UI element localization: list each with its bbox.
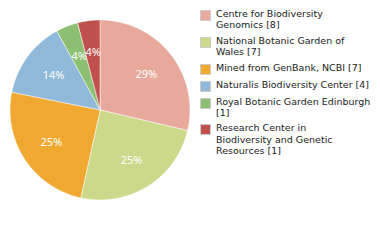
svg-text:29%: 29% bbox=[136, 66, 158, 81]
svg-text:25%: 25% bbox=[121, 152, 143, 167]
html-text:Centre for Biodiversity Genomi: Centre for Biodiversity Genomics [8] bbox=[216, 8, 323, 31]
svg-text:4%: 4% bbox=[71, 47, 87, 63]
html-text:Royal Botanic Garden Edinburgh: Royal Botanic Garden Edinburgh [1] bbox=[216, 95, 371, 118]
html-text:Mined from GenBank, NCBI [7]: Mined from GenBank, NCBI [7] bbox=[216, 61, 362, 73]
html-text:Naturalis Biodiversity Center: Naturalis Biodiversity Center [4] bbox=[216, 78, 370, 90]
svg-text:25%: 25% bbox=[41, 134, 63, 149]
svg-text:4%: 4% bbox=[86, 44, 101, 59]
html-text:Research Center in Biodiversit: Research Center in Biodiversity and Gene… bbox=[216, 122, 333, 157]
svg-text:14%: 14% bbox=[43, 67, 65, 82]
html-text:National Botanic Garden of Wal: National Botanic Garden of Wales [7] bbox=[216, 34, 345, 58]
